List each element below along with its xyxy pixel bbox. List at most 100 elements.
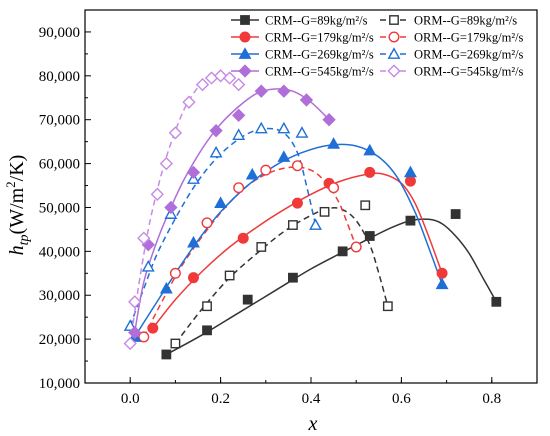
x-tick-label: 0.0 [121,391,140,407]
data-point [182,95,196,109]
legend-marker [239,31,251,43]
data-point [360,200,371,211]
series-line-6 [133,88,330,333]
data-point [222,71,237,85]
data-point [277,150,291,162]
data-point [322,113,336,127]
data-point [337,246,348,257]
data-point [260,164,272,176]
series-line-3 [143,166,357,338]
data-point [327,137,341,149]
legend-label: ORM--G=269kg/m²/s [414,48,524,62]
legend-marker [388,31,400,43]
x-tick-label: 0.6 [392,391,411,407]
axis-ticks: 0.0 0.2 0.4 0.6 0.8 10,000 20,000 30,000 40,000 5… [39,25,538,407]
data-point [161,349,172,360]
data-point [277,121,291,134]
legend-label: CRM--G=545kg/m²/s [265,65,374,79]
series-line-2 [152,172,443,329]
data-point [137,231,151,245]
data-point [147,322,159,334]
series-line-4 [134,143,443,338]
legend-label: CRM--G=89kg/m²/s [265,14,368,28]
data-point [187,272,199,284]
y-tick-label: 40,000 [39,244,80,260]
data-point [319,206,330,217]
series-points [123,69,502,360]
data-point [214,196,228,208]
data-point [170,338,181,349]
data-point [450,209,461,219]
data-point [435,277,449,290]
legend-marker [389,15,399,25]
data-point [299,93,314,107]
data-point [159,281,173,294]
legend-marker [387,64,401,78]
data-point [254,121,268,134]
x-tick-label: 0.2 [211,391,230,407]
legend-marker [240,15,250,25]
data-point [295,126,309,138]
data-point [254,84,268,98]
data-point [309,218,322,230]
data-point [364,231,375,241]
data-point [150,187,164,201]
y-tick-label: 60,000 [39,157,80,173]
legend-label: CRM--G=179kg/m²/s [265,31,374,45]
y-tick-label: 50,000 [39,200,80,216]
data-point [232,108,246,122]
data-point [209,145,223,158]
data-point [128,295,142,309]
x-tick-label: 0.4 [302,391,321,407]
data-point [232,128,246,140]
y-axis-title-text: htp(W/m2/K) [3,155,32,256]
legend-label: ORM--G=179kg/m²/s [414,31,524,45]
data-point [202,325,212,336]
y-tick-label: 80,000 [39,69,80,85]
data-point [168,126,183,140]
data-point [213,69,228,83]
legend: CRM--G=89kg/m²/s ORM--G=89kg/m²/s CRM--G=1… [231,14,524,79]
data-point [328,182,340,194]
data-point [245,167,259,180]
series-line-0 [166,218,497,356]
data-point [164,200,178,215]
series-line-5 [129,127,317,327]
data-point [141,260,155,272]
series-lines [129,74,497,356]
data-point [204,71,219,85]
data-point [237,232,249,244]
data-point [232,77,246,92]
data-point [187,235,200,248]
data-point [350,241,362,253]
data-point [209,124,223,138]
legend-label: ORM--G=545kg/m²/s [414,65,524,79]
data-point [364,166,376,178]
data-point [202,301,212,312]
data-point [169,267,181,279]
y-tick-label: 90,000 [39,25,80,41]
data-point [224,270,235,281]
data-point [195,77,210,92]
y-axis-title: htp(W/m2/K) [3,155,32,256]
data-point [242,294,253,305]
data-point [128,325,142,340]
data-point [291,197,303,209]
data-point [123,336,137,351]
legend-marker [387,47,401,59]
data-point [382,301,393,312]
data-point [186,165,201,180]
y-tick-label: 70,000 [39,113,80,129]
data-point [363,143,377,156]
data-point [404,175,416,187]
data-point [291,160,303,172]
data-point [138,331,150,343]
data-point [159,156,174,171]
data-point [288,220,298,230]
data-point [233,182,245,194]
data-point [277,84,291,98]
data-point [288,272,298,283]
data-point [256,242,267,252]
